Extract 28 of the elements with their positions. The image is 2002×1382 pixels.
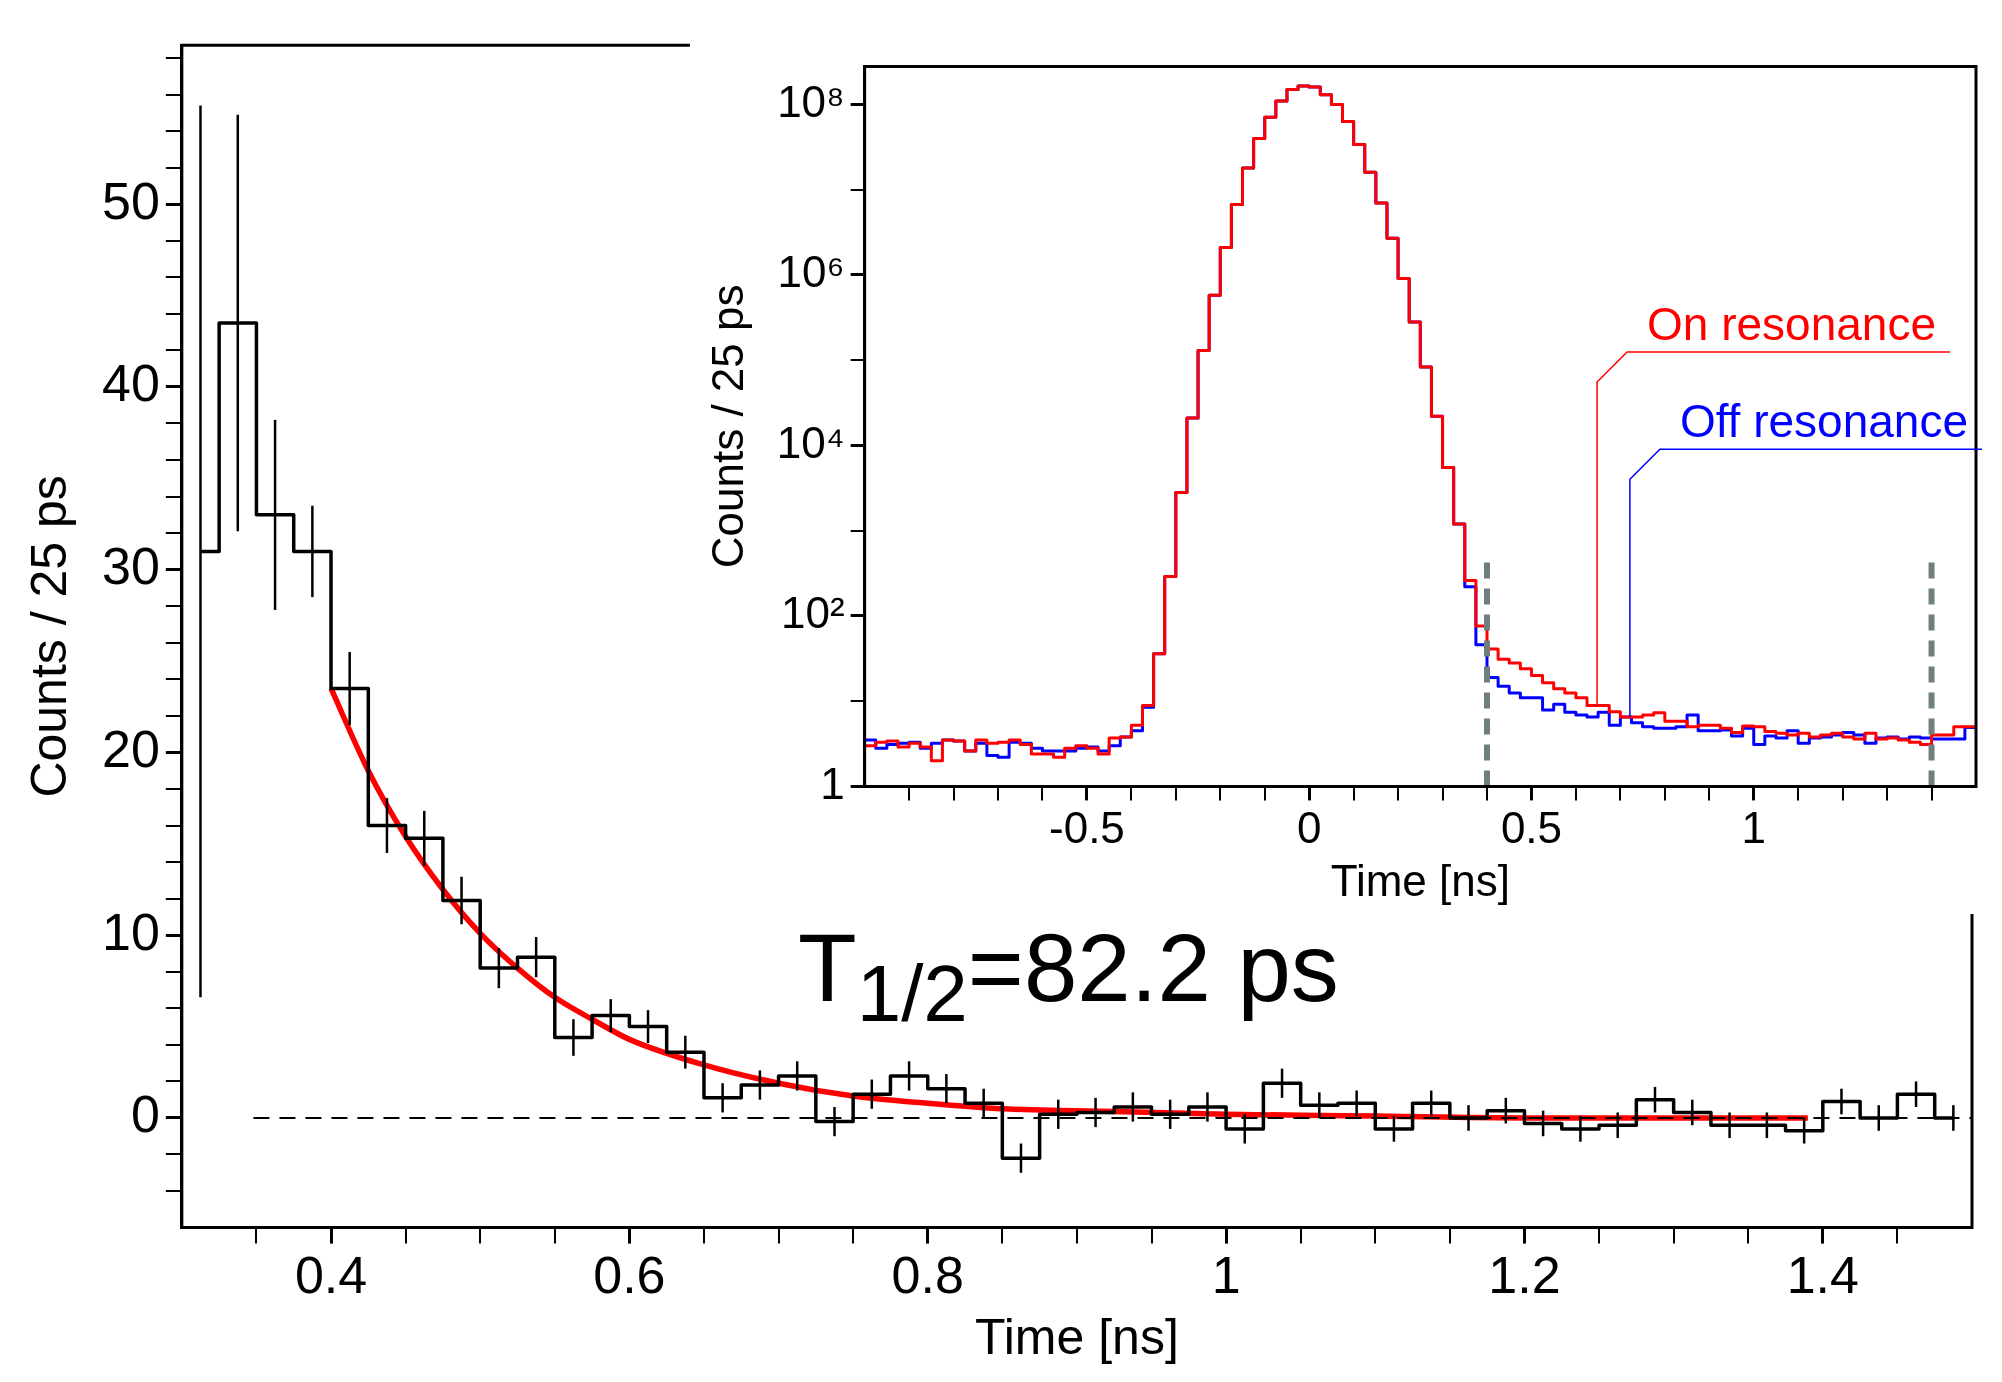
- x-tick-label: 1.4: [1786, 1246, 1859, 1305]
- x-tick-label: 0.4: [294, 1246, 368, 1305]
- x-tick-label: -0.5: [1049, 802, 1125, 852]
- y-tick-label: 1: [820, 758, 845, 808]
- text: Off resonance: [1679, 395, 1968, 448]
- y-tick-label: 10: [102, 902, 160, 961]
- text: On resonance: [1647, 298, 1936, 350]
- y-axis-title: Counts / 25 ps: [702, 284, 752, 569]
- x-tick-label: 0: [1296, 802, 1322, 852]
- x-tick-label: 0.6: [593, 1246, 666, 1305]
- x-tick-label: 0.8: [891, 1246, 964, 1305]
- x-axis-title: Time [ns]: [1330, 855, 1510, 905]
- y-tick-label: 10⁴: [776, 417, 845, 467]
- y-tick-label: 30: [102, 537, 160, 596]
- y-tick-label: 50: [102, 171, 160, 230]
- y-axis-title: Counts / 25 ps: [20, 475, 77, 798]
- x-axis-title: Time [ns]: [975, 1308, 1179, 1365]
- y-tick-label: 10⁸: [777, 76, 845, 126]
- annotation: T$_{1/2}$=82.2 ps: [798, 913, 1339, 1041]
- y-tick-label: 40: [102, 354, 160, 413]
- y-tick-label: 10⁶: [777, 247, 845, 297]
- x-tick-label: 1: [1211, 1246, 1241, 1305]
- x-tick-label: 1.2: [1488, 1246, 1561, 1305]
- x-tick-label: 0.5: [1500, 802, 1563, 852]
- x-tick-label: 1: [1741, 802, 1766, 852]
- y-tick-label: 10²: [781, 588, 845, 638]
- y-tick-label: 0: [130, 1085, 160, 1144]
- y-tick-label: 20: [102, 719, 160, 778]
